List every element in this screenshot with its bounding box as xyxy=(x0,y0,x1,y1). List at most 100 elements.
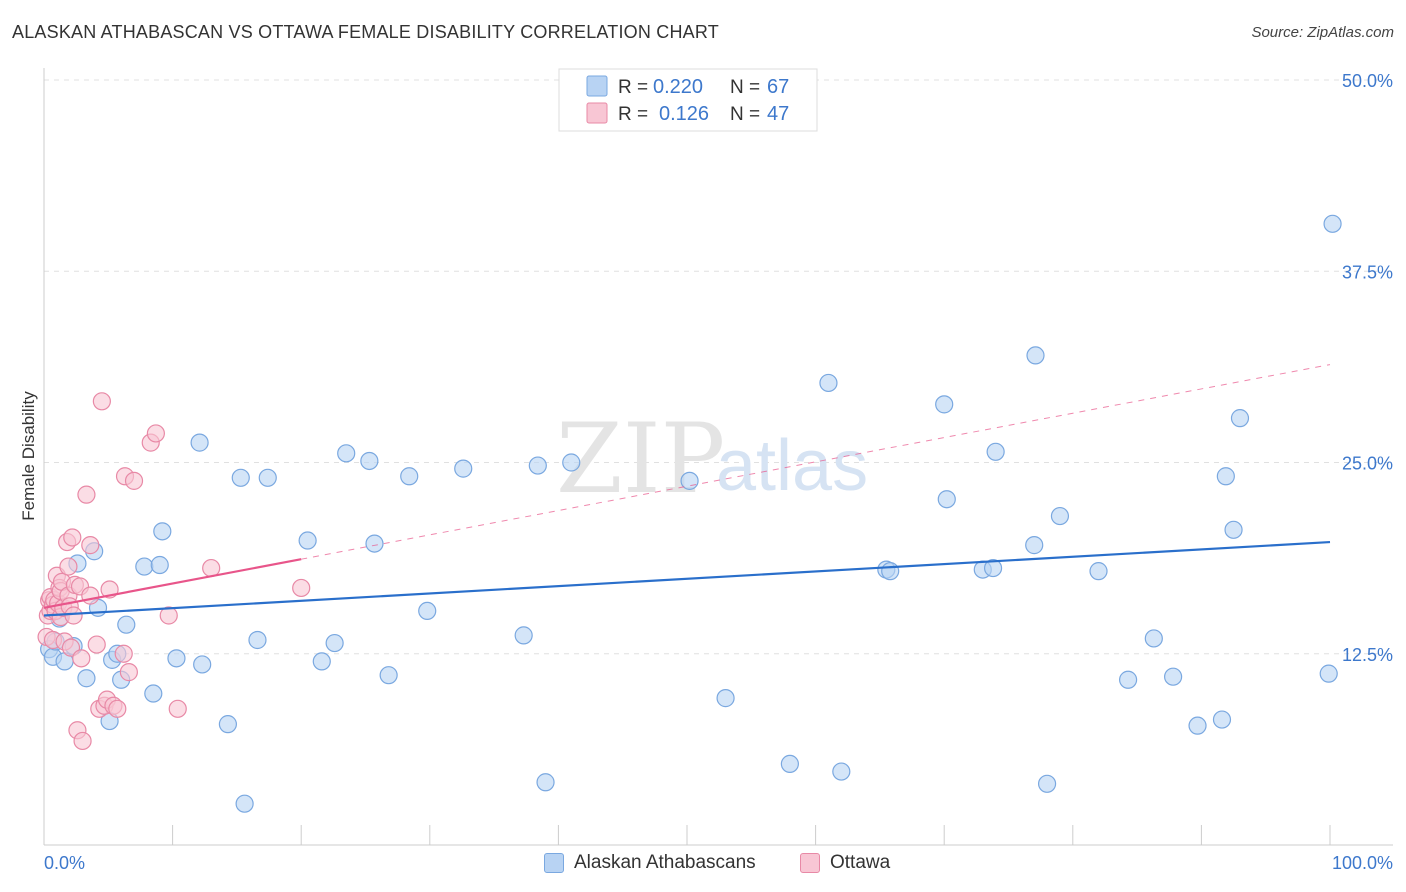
point-ottawa xyxy=(124,471,144,490)
point-athabascan xyxy=(150,555,169,575)
point-athabascan xyxy=(780,754,799,774)
point-ottawa xyxy=(146,424,165,443)
point-athabascan xyxy=(325,633,344,653)
point-athabascan xyxy=(117,615,136,634)
y-tick-label: 12.5% xyxy=(1342,645,1393,665)
point-ottawa xyxy=(73,731,92,751)
point-athabascan xyxy=(1212,710,1232,729)
legend-n-label-2: N = xyxy=(730,104,760,125)
point-ottawa xyxy=(168,699,187,718)
point-athabascan xyxy=(400,467,419,486)
point-ottawa xyxy=(114,644,133,663)
point-athabascan xyxy=(365,534,384,553)
point-athabascan xyxy=(1144,629,1163,648)
point-athabascan xyxy=(514,626,533,645)
point-athabascan xyxy=(218,715,237,734)
chart-title: ALASKAN ATHABASCAN VS OTTAWA FEMALE DISA… xyxy=(12,22,719,42)
legend-r-value-2: 0.126 xyxy=(659,103,709,125)
point-athabascan xyxy=(935,395,954,414)
legend-label-ottawa: Ottawa xyxy=(830,852,891,873)
point-athabascan xyxy=(1050,506,1070,526)
axis-layer xyxy=(43,68,1393,846)
legend-swatch-blue xyxy=(586,75,608,97)
point-athabascan xyxy=(562,453,581,472)
legend-swatch-ottawa xyxy=(800,853,820,873)
point-ottawa xyxy=(292,578,311,598)
point-athabascan xyxy=(312,652,331,671)
point-athabascan xyxy=(1026,346,1045,365)
y-tick-label: 50.0% xyxy=(1342,71,1393,91)
source-label: Source: ZipAtlas.com xyxy=(1251,24,1394,41)
x-tick-label-min: 0.0% xyxy=(44,853,85,873)
point-athabascan xyxy=(258,468,277,487)
point-ottawa xyxy=(77,485,96,504)
point-athabascan xyxy=(528,456,547,475)
point-athabascan xyxy=(832,762,851,781)
legend-r-label-1: R = xyxy=(618,77,648,98)
point-athabascan xyxy=(1230,409,1250,428)
watermark-zip: ZIP xyxy=(556,403,725,515)
point-athabascan xyxy=(1025,536,1044,555)
point-athabascan xyxy=(1164,667,1183,686)
point-athabascan xyxy=(986,442,1005,461)
y-axis-title: Female Disability xyxy=(19,391,38,521)
legend-item-ottawa[interactable]: Ottawa xyxy=(800,852,890,874)
point-ottawa xyxy=(159,606,178,625)
point-ottawa xyxy=(92,392,111,411)
point-athabascan xyxy=(1224,520,1243,539)
point-athabascan xyxy=(1118,670,1138,689)
legend-r-value-1: 0.220 xyxy=(653,76,703,98)
y-tick-label: 25.0% xyxy=(1342,454,1393,474)
legend-swatch-pink xyxy=(586,102,608,124)
point-athabascan xyxy=(190,433,209,452)
point-athabascan xyxy=(193,655,212,674)
point-athabascan xyxy=(1319,664,1338,683)
point-athabascan xyxy=(77,669,96,688)
legend-label-athabascans: Alaskan Athabascans xyxy=(574,852,756,873)
y-tick-label: 37.5% xyxy=(1342,262,1393,282)
watermark: ZIP atlas xyxy=(556,403,868,515)
point-athabascan xyxy=(248,630,267,650)
point-ottawa xyxy=(87,635,106,654)
x-tick-label-max: 100.0% xyxy=(1332,853,1393,873)
point-ottawa xyxy=(63,528,82,547)
point-athabascan xyxy=(418,601,437,621)
point-ottawa xyxy=(81,586,100,605)
point-athabascan xyxy=(536,773,555,792)
point-ottawa xyxy=(119,663,138,682)
legend-bottom: Alaskan Athabascans Ottawa xyxy=(0,852,1406,878)
legend-swatch-athabascans xyxy=(544,853,564,873)
point-athabascan xyxy=(360,451,379,471)
point-athabascan xyxy=(881,562,900,581)
trend-line-ottawa xyxy=(43,558,302,609)
point-athabascan xyxy=(1188,716,1207,735)
point-athabascan xyxy=(135,557,154,576)
legend-top: R = 0.220 N = 67 R = 0.126 N = 47 xyxy=(558,68,818,132)
point-athabascan xyxy=(983,558,1003,578)
point-athabascan xyxy=(454,459,473,478)
point-athabascan xyxy=(153,522,172,541)
legend-r-label-2: R = xyxy=(618,104,648,125)
point-athabascan xyxy=(167,649,186,668)
point-ottawa xyxy=(108,699,127,718)
point-athabascan xyxy=(1089,562,1108,581)
point-ottawa xyxy=(72,649,91,668)
legend-item-athabascans[interactable]: Alaskan Athabascans xyxy=(544,852,756,874)
point-athabascan xyxy=(298,531,317,550)
point-ottawa xyxy=(81,536,100,555)
point-ottawa xyxy=(64,606,83,625)
point-athabascan xyxy=(235,794,254,813)
trend-line-athabascan xyxy=(43,540,1331,617)
point-athabascan xyxy=(231,468,250,487)
legend-n-label-1: N = xyxy=(730,77,760,98)
watermark-atlas: atlas xyxy=(716,426,868,506)
point-athabascan xyxy=(716,689,735,708)
legend-n-value-2: 47 xyxy=(767,103,789,125)
point-ottawa xyxy=(59,557,78,576)
point-athabascan xyxy=(1323,214,1342,233)
point-athabascan xyxy=(144,684,163,703)
point-athabascan xyxy=(819,373,838,393)
y-axis-labels: 12.5% 25.0% 37.5% 50.0% xyxy=(1342,71,1393,665)
trend-layer xyxy=(43,364,1331,617)
point-athabascan xyxy=(1037,774,1057,793)
